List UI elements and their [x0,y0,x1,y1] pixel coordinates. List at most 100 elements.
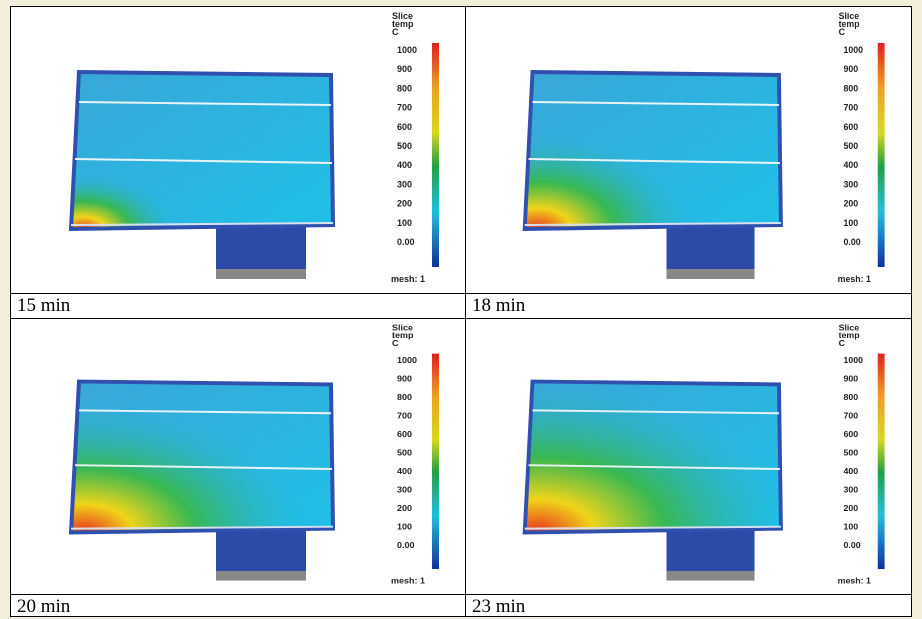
legend-label: 200 [844,199,859,209]
legend-label: 300 [844,485,859,495]
pedestal-base [216,570,306,581]
panel-frame [522,69,783,232]
legend-label: 1000 [397,355,417,365]
legend-label: 100 [397,218,412,228]
legend-title: Slice [839,323,860,333]
legend-title: temp [839,19,861,29]
legend-label: 900 [397,374,412,384]
legend-label: 200 [397,503,412,513]
legend-mesh: mesh: 1 [391,576,425,586]
legend-label: 800 [397,392,412,402]
rib [528,158,780,164]
legend-label: 800 [397,83,412,93]
rib [70,222,334,226]
legend-label: 600 [844,429,859,439]
panel-frame [522,379,783,535]
legend-title: C [392,338,399,348]
legend-label: 500 [844,448,859,458]
caption: 23 min [472,596,526,617]
panel-heat [71,381,333,533]
legend-label: 700 [844,411,859,421]
legend-title: temp [392,330,414,340]
caption: 15 min [11,294,466,319]
legend-label: 400 [844,466,859,476]
legend-title: C [392,27,399,37]
panel-frame [68,379,336,535]
legend-title: Slice [392,323,413,333]
legend-title: Slice [839,11,860,21]
pedestal-base [216,269,306,279]
legend-title: Slice [392,11,413,21]
legend-label: 0.00 [844,237,861,247]
legend-label: 900 [844,374,859,384]
legend-label: 600 [844,122,859,132]
legend-label: 300 [397,179,412,189]
pedestal [216,530,306,577]
legend-label: 100 [844,521,859,531]
simulation-image: Slice temp C 1000 900 800 700 600 500 400 300 200 10… [11,7,466,294]
legend-title: temp [839,330,860,340]
legend-label: 800 [844,392,859,402]
pedestal [216,227,306,275]
legend-label: 0.00 [844,540,861,550]
panel-heat [71,72,333,229]
legend-title: C [839,338,846,348]
legend-label: 500 [397,448,412,458]
pedestal-base [666,269,755,279]
legend-label: 0.00 [397,237,415,247]
legend-label: 0.00 [397,540,415,550]
legend-label: 400 [844,160,859,170]
colorbar [877,43,885,267]
simulation-image: Slice temp C 1000 900 800 700 600 500 400 300 200 10… [466,319,911,595]
rib [78,101,332,106]
legend-label: 700 [844,103,859,113]
legend-label: 300 [844,179,859,189]
simulation-image: Slice temp C 1000 900 800 700 600 500 400 300 200 10… [11,319,466,595]
legend-label: 1000 [397,45,417,55]
panel-heat [524,72,781,229]
rib [70,525,334,530]
legend-mesh: mesh: 1 [838,576,871,586]
colorbar [432,43,439,267]
legend-label: 500 [397,141,412,151]
pedestal [666,530,755,577]
legend-label: 300 [397,485,412,495]
rib [78,409,332,415]
rib [532,101,779,106]
rib [528,464,780,470]
caption: 20 min [11,595,466,617]
legend-label: 200 [397,199,412,209]
rib [74,464,333,470]
legend-label: 1000 [844,355,864,365]
legend-label: 900 [844,64,859,74]
legend-title: C [839,27,846,37]
legend-label: 200 [844,503,859,513]
legend-label: 100 [397,522,412,532]
legend-mesh: mesh: 1 [391,274,425,284]
pedestal-base [666,570,755,581]
legend-title: temp [392,19,414,29]
rib [524,525,781,530]
figure-grid: Slice temp C 1000 900 800 700 600 500 400 300 200 10… [10,6,912,617]
panel-heat [524,381,781,533]
rib [524,222,781,226]
legend-label: 400 [397,466,412,476]
legend-label: 600 [397,429,412,439]
simulation-image: Slice temp C 1000 900 800 700 600 500 400 300 200 10… [466,7,911,294]
colorbar [432,353,439,570]
legend-label: 1000 [844,45,864,55]
caption: 18 min [466,294,911,319]
legend-label: 800 [844,83,859,93]
legend-label: 700 [397,411,412,421]
legend-label: 600 [397,122,412,132]
legend-label: 900 [397,64,412,74]
colorbar [877,353,885,570]
legend-label: 100 [844,218,859,228]
legend-label: 400 [397,160,412,170]
legend-label: 500 [844,141,859,151]
